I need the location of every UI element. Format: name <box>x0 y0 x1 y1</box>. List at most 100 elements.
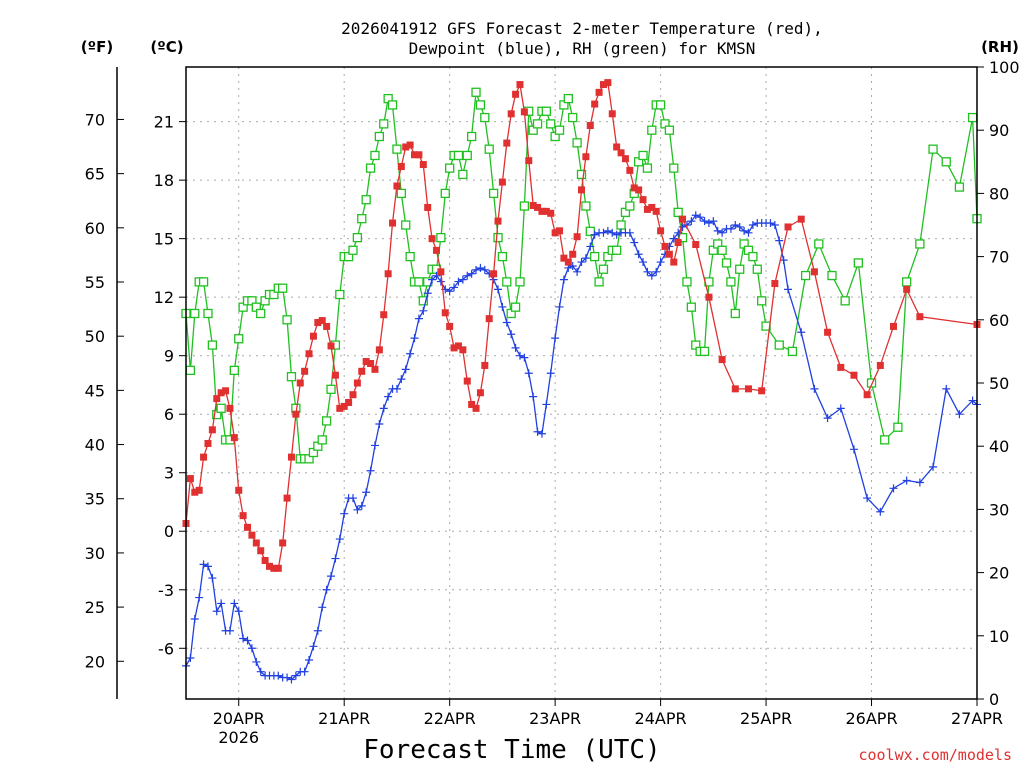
temperature-point <box>432 246 440 254</box>
dewpoint-point <box>687 217 696 226</box>
temperature-point <box>252 539 260 547</box>
dewpoint-point <box>968 396 977 405</box>
temperature-point <box>437 268 445 276</box>
credit-text: coolwx.com/models <box>858 746 1012 764</box>
celsius-tick-label: -6 <box>158 639 174 658</box>
dewpoint-point <box>849 445 858 454</box>
dewpoint-point <box>810 384 819 393</box>
temperature-point <box>217 389 225 397</box>
temperature-point <box>608 110 616 118</box>
dewpoint-point <box>718 228 727 237</box>
rh-point <box>827 270 837 281</box>
rh-point <box>655 100 666 110</box>
rh-axis: 0 10 20 30 40 50 60 70 80 90 100 <box>977 58 1020 709</box>
dewpoint-point <box>243 636 252 645</box>
dewpoint-point <box>331 554 340 563</box>
dewpoint-point <box>533 427 542 436</box>
rh-tick-label: 100 <box>989 58 1020 77</box>
rh-point <box>475 100 486 110</box>
time-tick-year: 2026 <box>218 728 259 747</box>
rh-point <box>673 207 683 218</box>
rh-point <box>216 403 226 413</box>
dewpoint-point <box>230 599 239 608</box>
dewpoint-point <box>410 334 419 343</box>
rh-point <box>229 365 239 376</box>
rh-point <box>256 308 266 319</box>
dewpoint-point <box>929 462 938 471</box>
temperature-point <box>200 453 208 461</box>
dewpoint-point <box>327 572 336 581</box>
rh-point <box>774 340 784 350</box>
dewpoint-point <box>748 221 757 229</box>
dewpoint-point <box>199 560 208 569</box>
temperature-point <box>261 557 269 565</box>
temperature-point <box>345 399 353 407</box>
dewpoint-point <box>406 349 415 358</box>
fahrenheit-tick-label: 50 <box>85 327 105 346</box>
dewpoint-point <box>375 419 384 428</box>
dewpoint-point <box>212 607 221 616</box>
temperature-point <box>516 81 524 89</box>
temperature-point <box>481 361 489 369</box>
rh-point <box>568 112 578 123</box>
dewpoint-point <box>590 230 599 239</box>
rh-point <box>401 220 411 230</box>
rh-point <box>902 277 912 287</box>
temperature-point <box>670 258 678 266</box>
rh-tick-label: 70 <box>989 248 1009 267</box>
dewpoint-point <box>709 217 718 226</box>
dewpoint-point <box>537 429 546 438</box>
dewpoint-point <box>713 226 722 235</box>
rh-tick-label: 60 <box>989 311 1009 330</box>
dewpoint-point <box>287 675 296 684</box>
temperature-point <box>226 404 234 412</box>
temperature-point <box>222 387 230 395</box>
dewpoint-point <box>573 267 582 276</box>
temperature-point <box>494 217 502 225</box>
temperature-point <box>468 400 476 408</box>
celsius-tick-label: 18 <box>154 171 174 190</box>
temperature-point <box>450 344 458 352</box>
temperature-point <box>244 523 252 531</box>
rh-point <box>853 258 863 268</box>
rh-point <box>699 346 710 357</box>
temperature-point <box>692 241 700 249</box>
dewpoint-point <box>476 263 485 272</box>
temperature-point <box>349 391 357 399</box>
dewpoint-point <box>559 275 568 284</box>
rh-point <box>317 435 327 445</box>
dewpoint-point <box>581 254 590 263</box>
fahrenheit-tick-label: 70 <box>85 110 105 129</box>
temperature-point <box>195 486 203 494</box>
rh-point <box>967 112 978 123</box>
temperature-point <box>318 317 326 325</box>
dewpoint-point <box>955 410 964 419</box>
plot-frame <box>185 66 978 700</box>
temperature-point <box>586 122 594 130</box>
dewpoint-point <box>704 219 713 228</box>
rh-point <box>686 302 697 312</box>
temperature-point <box>564 258 572 266</box>
rh-point <box>664 125 675 135</box>
temperature-point <box>358 367 366 375</box>
dewpoint-point <box>370 441 379 450</box>
temperature-point <box>529 201 537 209</box>
temperature-point <box>824 328 832 336</box>
dewpoint-point <box>217 599 226 608</box>
dewpoint-point <box>445 287 454 296</box>
rh-point <box>365 163 376 173</box>
rh-point <box>612 245 622 255</box>
temperature-point <box>876 361 884 369</box>
rh-point <box>532 119 543 129</box>
rh-point <box>546 119 556 129</box>
temperature-point <box>705 293 713 301</box>
fahrenheit-tick-label: 25 <box>85 598 105 617</box>
temperature-point <box>235 486 243 494</box>
dewpoint-point <box>577 258 586 267</box>
temperature-point <box>731 385 739 393</box>
dewpoint-point <box>784 285 793 294</box>
rh-point <box>278 283 288 293</box>
fahrenheit-tick-label: 30 <box>85 544 105 563</box>
dewpoint-point <box>313 626 322 635</box>
celsius-tick-label: 3 <box>164 464 174 483</box>
